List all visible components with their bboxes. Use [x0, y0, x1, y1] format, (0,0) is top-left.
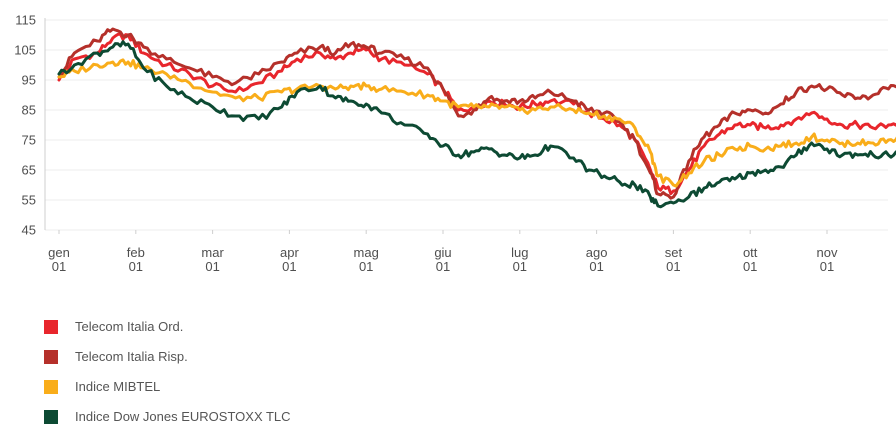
x-tick-year: 01 — [205, 259, 219, 274]
x-tick-year: 01 — [666, 259, 680, 274]
series-lines — [57, 27, 896, 209]
x-tick-year: 01 — [743, 259, 757, 274]
x-tick-year: 01 — [820, 259, 834, 274]
x-tick-month: giu — [434, 245, 451, 260]
legend-item-mibtel: Indice MIBTEL — [44, 378, 291, 395]
y-tick-label: 105 — [14, 43, 36, 58]
legend-label: Indice Dow Jones EUROSTOXX TLC — [75, 409, 291, 424]
x-tick-month: set — [665, 245, 683, 260]
legend-item-eurostoxx: Indice Dow Jones EUROSTOXX TLC — [44, 408, 291, 425]
y-tick-label: 115 — [15, 13, 36, 28]
series-line — [57, 40, 896, 209]
legend-label: Telecom Italia Ord. — [75, 319, 184, 334]
series-line — [57, 58, 896, 188]
series-line — [57, 27, 896, 200]
x-tick-year: 01 — [436, 259, 450, 274]
legend-item-telecom-ord: Telecom Italia Ord. — [44, 318, 291, 335]
legend-swatch — [44, 379, 58, 394]
x-tick-year: 01 — [513, 259, 527, 274]
y-axis: 115 105 95 85 75 65 55 45 — [14, 13, 46, 238]
x-tick-month: gen — [48, 245, 70, 260]
x-tick-year: 01 — [52, 259, 66, 274]
y-tick-label: 55 — [22, 193, 36, 208]
x-tick-month: mag — [354, 245, 379, 260]
legend-swatch — [44, 409, 58, 424]
legend-label: Indice MIBTEL — [75, 379, 161, 394]
x-tick-year: 01 — [589, 259, 603, 274]
series-line — [57, 32, 896, 196]
x-tick-year: 01 — [359, 259, 373, 274]
y-tick-label: 85 — [22, 103, 36, 118]
x-tick-month: apr — [280, 245, 299, 260]
x-tick-month: mar — [201, 245, 224, 260]
x-tick-month: nov — [817, 245, 838, 260]
legend: Telecom Italia Ord. Telecom Italia Risp.… — [44, 318, 291, 438]
x-tick-month: ott — [743, 245, 758, 260]
legend-swatch — [44, 319, 58, 334]
y-tick-label: 65 — [22, 163, 36, 178]
x-tick-year: 01 — [129, 259, 143, 274]
y-tick-label: 45 — [22, 223, 36, 238]
y-tick-label: 75 — [22, 133, 36, 148]
x-axis: gen01feb01mar01apr01mag01giu01lug01ago01… — [48, 230, 896, 274]
x-tick-month: lug — [511, 245, 528, 260]
legend-item-telecom-risp: Telecom Italia Risp. — [44, 348, 291, 365]
legend-swatch — [44, 349, 58, 364]
y-tick-label: 95 — [22, 73, 36, 88]
x-tick-month: ago — [586, 245, 608, 260]
x-tick-month: feb — [127, 245, 145, 260]
legend-label: Telecom Italia Risp. — [75, 349, 188, 364]
x-tick-year: 01 — [282, 259, 296, 274]
